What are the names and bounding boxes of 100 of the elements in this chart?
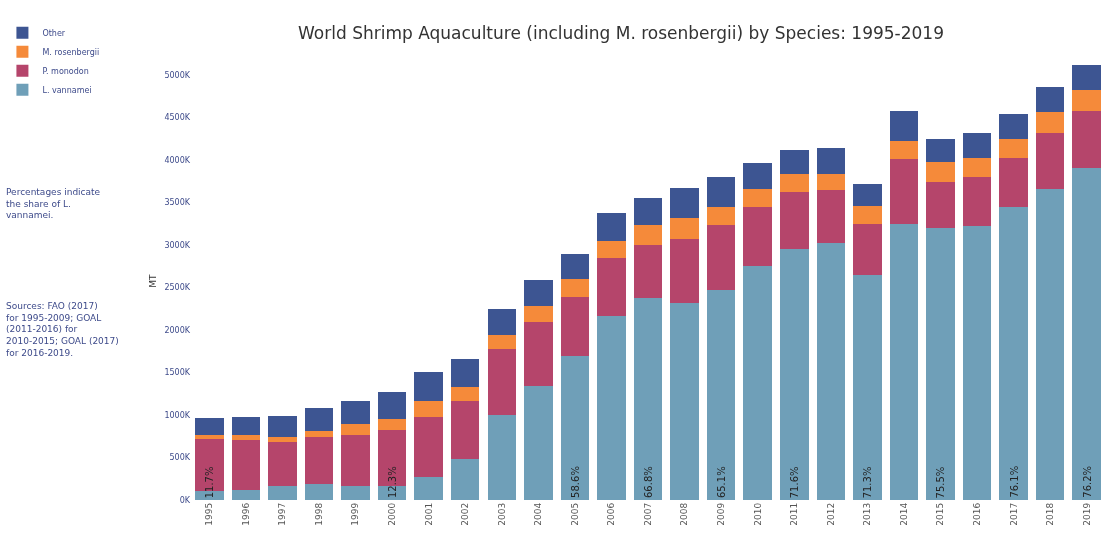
bar [304, 431, 334, 438]
bar [304, 483, 334, 500]
bar [377, 391, 407, 420]
bar [450, 459, 480, 500]
bar [341, 401, 370, 425]
annotation: 66.8% [643, 466, 654, 498]
bar [414, 372, 443, 402]
annotation: 71.6% [789, 466, 801, 499]
bar [195, 435, 224, 439]
bar [633, 244, 663, 299]
x-tick-label: 2003 [496, 502, 507, 526]
bar [926, 181, 955, 228]
y-tick-label: 4500K [164, 113, 191, 123]
bar [487, 414, 517, 500]
bar [816, 243, 846, 500]
y-tick-label: 0K [179, 495, 191, 505]
bar [341, 424, 370, 435]
bar [706, 176, 736, 207]
bar [597, 316, 626, 500]
bar [1072, 168, 1101, 500]
bar [999, 113, 1028, 140]
bar [487, 309, 517, 336]
annotation: 76.2% [1081, 465, 1093, 498]
legend-label: P. monodon [42, 66, 89, 76]
legend-label: Other [42, 28, 66, 38]
bar [1035, 112, 1065, 133]
bar [633, 298, 663, 500]
bar [816, 190, 846, 244]
bar [962, 133, 992, 159]
y-tick-label: 500K [169, 453, 191, 463]
bar [1035, 132, 1065, 189]
bar [560, 296, 590, 357]
bar [268, 437, 297, 443]
bar [816, 174, 846, 191]
x-tick-label: 2016 [971, 502, 982, 526]
x-tick-label: 1999 [350, 502, 361, 526]
bar [853, 223, 882, 275]
bar [999, 158, 1028, 207]
bar [743, 188, 772, 207]
text: Percentages indicate the share of L. vannamei. [6, 187, 101, 221]
annotation: 75.5% [935, 466, 947, 499]
x-tick-label: 2013 [862, 502, 873, 526]
x-tick-label: 2017 [1008, 502, 1019, 526]
bar [560, 254, 590, 279]
bar [889, 158, 919, 225]
bar [377, 419, 407, 431]
bar [524, 306, 553, 323]
annotation: 58.6% [569, 466, 581, 498]
bar [670, 187, 699, 218]
bar [341, 434, 370, 486]
bar [779, 149, 809, 175]
bar [889, 111, 919, 142]
x-tick-label: 2014 [898, 502, 909, 526]
x-tick-label: 2004 [533, 502, 544, 526]
y-tick-label: 2500K [164, 283, 191, 293]
bar [304, 408, 334, 432]
bar [524, 322, 553, 387]
x-tick-label: 2011 [789, 502, 800, 526]
bar [779, 192, 809, 250]
x-tick-label: 2007 [642, 502, 653, 526]
bar [1072, 111, 1101, 169]
x-tick-label: 2002 [460, 502, 471, 526]
bar [231, 416, 261, 435]
x-tick-label: 2005 [569, 502, 580, 526]
bar [999, 139, 1028, 159]
bar [597, 240, 626, 258]
bar [231, 439, 261, 490]
bar [414, 477, 443, 500]
bar [268, 415, 297, 438]
bar [524, 386, 553, 500]
bar [962, 226, 992, 500]
bar [633, 225, 663, 245]
bar [560, 356, 590, 500]
bar [926, 227, 955, 500]
bar [268, 485, 297, 500]
bar [524, 279, 553, 307]
bar [633, 198, 663, 226]
x-tick-label: 2010 [752, 502, 763, 526]
bar [670, 302, 699, 500]
annotation: 76.1% [1008, 465, 1020, 498]
x-tick-label: 2019 [1081, 502, 1092, 526]
bar [962, 158, 992, 177]
y-tick-label: 3000K [164, 240, 191, 250]
x-tick-label: 2006 [606, 502, 617, 526]
bar [450, 401, 480, 460]
y-tick-label: 1500K [164, 368, 191, 378]
legend-label: M. rosenbergii [42, 47, 100, 57]
x-tick-label: 1998 [313, 502, 324, 526]
bar [670, 238, 699, 303]
source-note: Sources: FAO (2017) for 1995-2009; GOAL (2011-2016) for 2010-2015; GOAL (2017) for 2016-2019. [6, 301, 119, 358]
annotation: 11.7% [204, 466, 216, 499]
bar [999, 206, 1028, 500]
bar [231, 489, 261, 500]
bar [926, 139, 955, 163]
bar [779, 249, 809, 500]
y-tick-label: 3500K [164, 198, 191, 208]
bar [962, 176, 992, 227]
x-tick-label: 2001 [423, 502, 434, 526]
annotation: 12.3% [387, 466, 399, 499]
x-tick-label: 1995 [204, 502, 215, 526]
